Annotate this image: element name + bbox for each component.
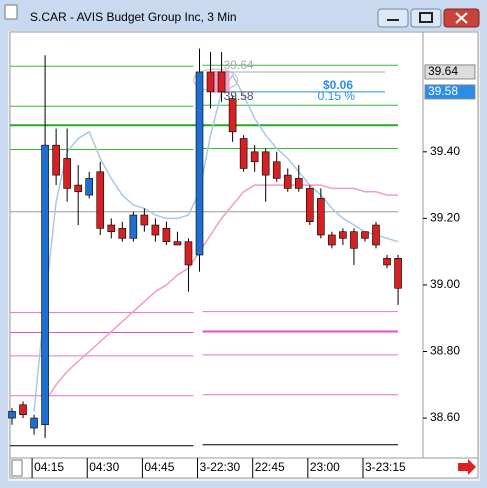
moving-average [33, 73, 399, 412]
candle-body [140, 214, 149, 226]
candle-body [206, 71, 215, 93]
x-tick-label: 04:45 [144, 460, 174, 474]
candle-body [85, 178, 94, 196]
measure-percent: 0.15 % [318, 89, 356, 103]
y-tick-label: 38.80 [430, 344, 460, 358]
candle-body [239, 138, 248, 169]
plot: 39.64 39.58 $0.060.15 % [8, 48, 427, 447]
y-tick-label: 39.40 [430, 144, 460, 158]
x-tick-label: 22:45 [255, 460, 285, 474]
x-tick-label: 3-22:30 [200, 460, 241, 474]
x-tick-label: 04:15 [34, 460, 64, 474]
candle-body [19, 404, 27, 416]
candle-body [195, 71, 204, 256]
candle-body [129, 214, 138, 239]
x-tick-label: 23:00 [310, 460, 340, 474]
candle-body [261, 151, 270, 176]
candle-body [41, 144, 49, 426]
candle-body [372, 224, 380, 246]
measure-start-label: 39.64 [224, 58, 254, 72]
candle-body [74, 184, 82, 193]
candle-body [339, 231, 347, 239]
candle-body [328, 234, 336, 246]
measure-end-label: 39.58 [224, 89, 254, 103]
x-axis-area [9, 457, 479, 479]
plot-area [9, 31, 424, 459]
price-label: 39.64 [428, 64, 458, 78]
candle-body [96, 171, 105, 229]
scroll-box[interactable] [11, 459, 23, 477]
candle-body [306, 188, 314, 223]
candle-body [361, 231, 369, 239]
price-label: 39.58 [428, 84, 458, 98]
price-label-box [424, 64, 476, 80]
y-tick-label: 39.00 [430, 277, 460, 291]
candle-body [173, 241, 182, 246]
maximize-icon [419, 12, 433, 23]
candle-body [250, 151, 259, 163]
price-label-box [424, 84, 476, 100]
candle-body [162, 228, 171, 242]
x-tick-label: 04:30 [89, 460, 119, 474]
minimize-button[interactable] [377, 8, 409, 28]
candle-body [217, 71, 226, 93]
close-icon [455, 12, 468, 24]
measure-change: $0.06 [323, 78, 353, 92]
maximize-button[interactable] [410, 8, 442, 28]
candle-body [118, 228, 127, 239]
candle-body [30, 417, 38, 429]
moving-average [44, 184, 399, 402]
candle-body [52, 144, 60, 176]
candle-body [383, 258, 391, 266]
x-tick-label: 3-23:15 [365, 460, 406, 474]
candle-body [107, 224, 116, 232]
window-icon [4, 4, 18, 20]
candle-body [184, 241, 193, 266]
candle-body [394, 258, 402, 289]
candle-body [283, 174, 292, 189]
candle-body [228, 98, 237, 133]
y-tick-label: 39.20 [430, 211, 460, 225]
y-tick-label: 38.60 [430, 410, 460, 424]
candle-body [294, 178, 303, 189]
candle-body [151, 224, 160, 236]
candle-body [272, 161, 281, 179]
candle-body [8, 411, 16, 419]
scroll-right-arrow[interactable] [458, 459, 476, 475]
window-title: S.CAR - AVIS Budget Group Inc, 3 Min [30, 10, 237, 24]
candle-body [317, 198, 325, 236]
candle-body [350, 231, 358, 249]
candle-body [63, 158, 71, 189]
